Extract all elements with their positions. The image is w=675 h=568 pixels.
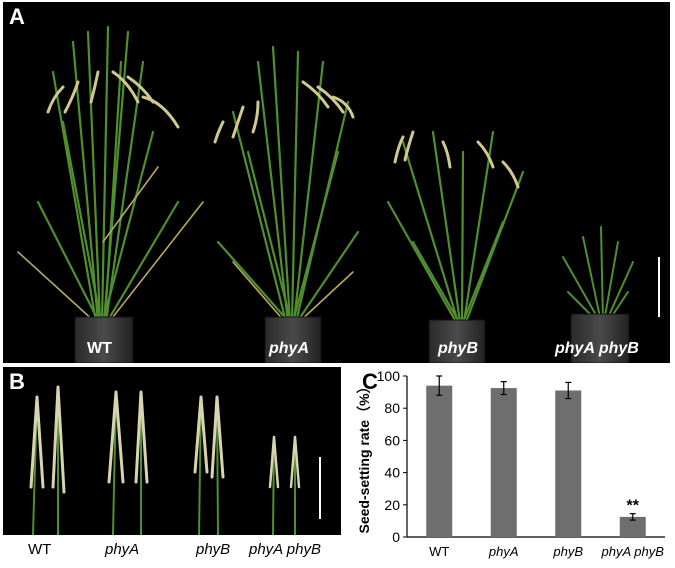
seed-setting-bar-chart: 0 20 40 60 80 100 Seed-setting rate（%） WT phyA ph… <box>356 368 665 559</box>
label-phya-phyb: phyA phyB <box>555 340 639 357</box>
x-tick-label: phyA <box>488 544 519 559</box>
label-phyb: phyB <box>438 340 478 357</box>
y-tick-label: 80 <box>384 400 400 416</box>
b-label-phya-phyb: phyA phyB <box>249 541 321 558</box>
rice-plants-photo <box>17 25 660 363</box>
plant-phya-phyb <box>562 226 634 363</box>
label-wt: WT <box>87 340 112 357</box>
bar <box>619 516 646 537</box>
panel-b-photo: B <box>3 367 341 535</box>
y-tick-label: 60 <box>384 432 400 448</box>
bar <box>426 385 453 537</box>
bar <box>490 388 517 537</box>
b-label-wt: WT <box>28 541 52 558</box>
panicles-photo <box>29 385 321 535</box>
plant-phya <box>213 45 360 363</box>
plant-wt <box>17 25 204 363</box>
y-tick-label: 0 <box>392 529 400 545</box>
x-tick-label: phyB <box>552 544 583 559</box>
y-tick-label: 100 <box>377 368 401 384</box>
panel-b-letter: B <box>9 369 25 394</box>
panel-a-letter: A <box>9 4 25 29</box>
y-tick-label: 40 <box>384 465 400 481</box>
panel-c-letter: C <box>362 369 378 394</box>
label-phya: phyA <box>269 340 309 357</box>
panel-c-chart: C 0 20 40 60 80 100 Seed-setting rate（%） WT phyA… <box>345 367 673 563</box>
panel-a-photo: A WT phyA phyB phyA phyB <box>3 2 670 363</box>
x-tick-label: phyA phyB <box>601 544 665 559</box>
y-axis-label: Seed-setting rate（%） <box>356 379 372 533</box>
panicle-pair-wt <box>29 385 66 535</box>
panicle-pair-phya <box>107 390 149 535</box>
panicle-pair-phyb <box>193 395 225 535</box>
bar <box>555 390 582 537</box>
x-tick-label: WT <box>429 544 449 559</box>
plant-phyb <box>386 130 525 363</box>
y-tick-label: 20 <box>384 497 400 513</box>
b-label-phya: phyA <box>105 541 140 558</box>
significance-annotation: ** <box>627 498 640 515</box>
panicle-pair-phya-phyb <box>268 435 301 535</box>
b-label-phyb: phyB <box>196 541 231 558</box>
